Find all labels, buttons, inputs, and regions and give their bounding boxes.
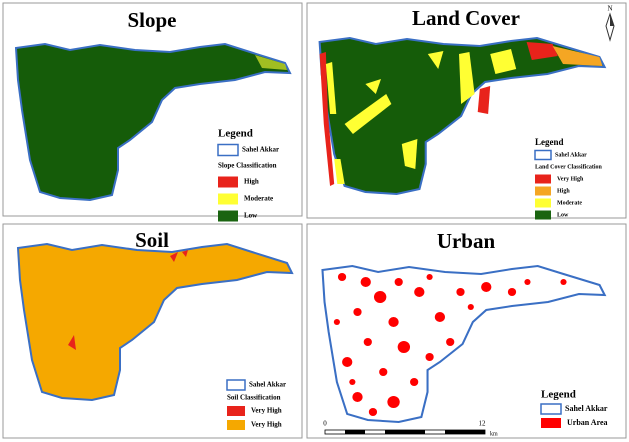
legend-swatch [227, 420, 245, 430]
legend-boundary-swatch [226, 379, 246, 391]
legend-label: Urban Area [567, 418, 608, 427]
legend-swatch [541, 418, 561, 428]
legend-swatch [218, 193, 238, 205]
legend-swatch [535, 198, 551, 208]
legend-label: High [244, 178, 259, 186]
legend-swatch [535, 210, 551, 220]
legend-label: Sahel Akkar [555, 152, 587, 158]
legend-label: Very High [251, 407, 282, 415]
legend-swatch [218, 176, 238, 188]
legend-label: Very High [557, 176, 584, 182]
legend-title: Legend [541, 389, 576, 401]
scale-unit: km [490, 431, 498, 437]
scale-label: 12 [479, 420, 487, 428]
slope-map [15, 43, 291, 201]
legend-label: Low [244, 212, 258, 220]
north-arrow: N [605, 5, 615, 42]
scale-bar: 0 12 km [323, 420, 498, 438]
panel-title: Soil [135, 228, 169, 252]
scale-label: 0 [323, 420, 327, 428]
legend-swatch [535, 186, 551, 196]
soil-map [17, 243, 293, 401]
legend-boundary-swatch [534, 149, 552, 161]
legend-subtitle: Soil Classification [227, 394, 281, 402]
north-label: N [607, 5, 612, 13]
legend-label: High [557, 188, 570, 194]
legend-subtitle: Slope Classification [218, 162, 277, 170]
legend-swatch [227, 406, 245, 416]
panel-title: Land Cover [412, 6, 520, 30]
legend-label: Sahel Akkar [565, 404, 608, 413]
legend-title: Legend [218, 128, 253, 140]
panel-title: Urban [437, 229, 496, 253]
panel-title: Slope [127, 8, 176, 32]
legend-subtitle: Land Cover Classification [535, 164, 603, 170]
urban-map [321, 264, 606, 424]
legend-swatch [535, 174, 551, 184]
legend-swatch [218, 210, 238, 222]
land-cover-map [318, 36, 606, 196]
legend-label: Sahel Akkar [242, 146, 279, 154]
legend-label: Moderate [557, 200, 582, 206]
legend-boundary-swatch [540, 403, 562, 415]
legend-label: Very High [251, 421, 282, 429]
legend-label: Low [557, 212, 569, 218]
legend-boundary-swatch [217, 143, 239, 157]
legend-title: Legend [535, 137, 564, 147]
legend-label: Sahel Akkar [249, 381, 286, 389]
legend-label: Moderate [244, 195, 273, 203]
